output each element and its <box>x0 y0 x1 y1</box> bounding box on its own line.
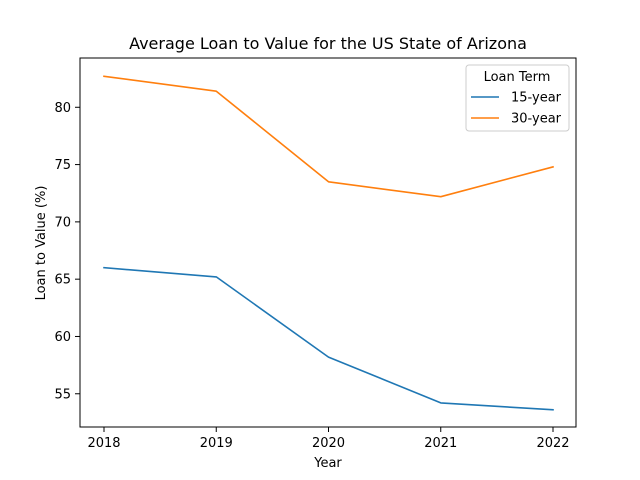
legend-label: 15-year <box>511 91 562 106</box>
y-tick-label: 75 <box>54 158 71 173</box>
y-axis-label: Loan to Value (%) <box>34 186 49 301</box>
y-tick-label: 60 <box>54 330 71 345</box>
x-tick-label: 2018 <box>87 436 120 451</box>
legend-entries: 15-year 30-year <box>471 91 562 127</box>
legend-box <box>465 64 570 132</box>
legend-title: Loan Term <box>484 70 551 85</box>
plot-area: 2018 2019 2020 2021 2022 55 60 65 70 75 80 <box>54 57 577 451</box>
x-tick-label: 2019 <box>200 436 233 451</box>
x-axis-label: Year <box>313 456 342 471</box>
y-tick-label: 70 <box>54 215 71 230</box>
legend: Loan Term 15-year 30-year <box>465 64 570 132</box>
x-tick-label: 2020 <box>312 436 345 451</box>
y-tick-label: 65 <box>54 273 71 288</box>
series-line-15-year <box>103 266 554 411</box>
y-tick-label: 55 <box>54 387 71 402</box>
x-tick-label: 2022 <box>536 436 569 451</box>
legend-label: 30-year <box>511 112 562 127</box>
chart-title: Average Loan to Value for the US State o… <box>129 34 527 53</box>
series-line-30-year <box>103 75 554 198</box>
x-tick-label: 2021 <box>424 436 457 451</box>
y-tick-label: 80 <box>54 101 71 116</box>
